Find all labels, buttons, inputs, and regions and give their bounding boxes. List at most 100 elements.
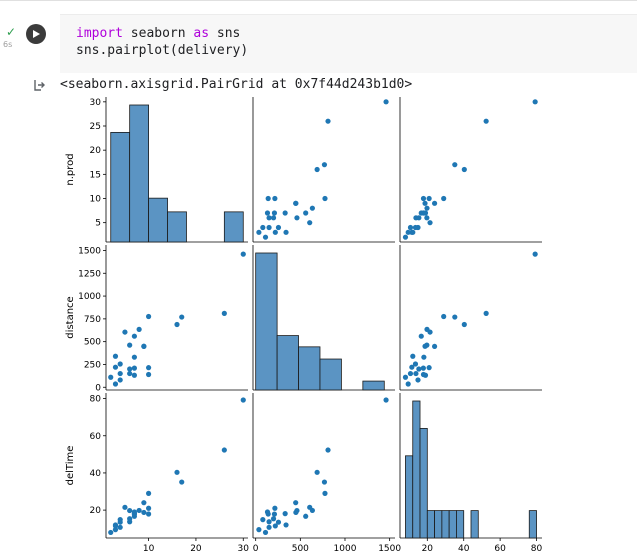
scatter-point xyxy=(412,361,419,367)
y-axis-label: n.prod xyxy=(65,153,76,185)
scatter-point xyxy=(294,215,300,221)
y-tick-label: 0 xyxy=(95,383,101,393)
scatter-point xyxy=(272,229,278,235)
y-tick-label: 10 xyxy=(90,195,102,205)
execution-time: 6s xyxy=(3,40,13,49)
scatter-point xyxy=(240,397,246,403)
scatter-point xyxy=(532,99,538,105)
scatter-point xyxy=(424,205,430,211)
x-tick-label: 10 xyxy=(143,544,155,554)
scatter-point xyxy=(108,374,114,380)
scatter-point xyxy=(127,370,133,377)
scatter-point xyxy=(141,343,147,349)
y-tick-label: 15 xyxy=(90,170,101,180)
scatter-point xyxy=(293,200,299,206)
scatter-point xyxy=(275,519,282,525)
scatter-point xyxy=(452,314,458,320)
scatter-point xyxy=(441,313,447,320)
scatter-point xyxy=(270,215,277,221)
histogram-bar xyxy=(456,510,465,539)
scatter-point xyxy=(321,162,328,168)
success-check-icon: ✓ xyxy=(6,25,17,39)
scatter-point xyxy=(483,310,489,316)
scatter-point xyxy=(325,447,331,453)
scatter-point xyxy=(240,251,246,257)
scatter-point xyxy=(303,513,309,519)
code-text: seaborn xyxy=(122,26,194,41)
keyword-import: import xyxy=(76,26,123,41)
histogram-bar xyxy=(319,358,342,391)
scatter-point xyxy=(266,524,272,530)
x-tick-label: 500 xyxy=(292,544,309,554)
scatter-point xyxy=(283,229,289,235)
top-divider xyxy=(0,0,637,1)
scatter-point xyxy=(260,224,266,231)
histogram-bar xyxy=(148,197,168,243)
scatter-point xyxy=(112,527,119,533)
scatter-point xyxy=(179,314,185,320)
scatter-point xyxy=(420,195,427,202)
scatter-point xyxy=(383,397,389,403)
scatter-point xyxy=(108,529,114,536)
scatter-point xyxy=(131,354,137,360)
y-tick-label: 5 xyxy=(95,219,101,229)
x-tick-label: 60 xyxy=(494,544,506,554)
scatter-point xyxy=(174,469,180,475)
y-tick-label: 60 xyxy=(90,432,102,442)
histogram-bar xyxy=(528,510,537,539)
histogram-bar xyxy=(110,131,131,243)
histogram-bar xyxy=(255,252,278,391)
scatter-point xyxy=(418,333,424,339)
scatter-point xyxy=(127,366,133,372)
x-tick-label: 20 xyxy=(422,544,434,554)
y-tick-label: 80 xyxy=(90,395,102,405)
run-cell-button[interactable] xyxy=(26,24,46,44)
scatter-point xyxy=(146,371,152,378)
scatter-point xyxy=(112,522,119,528)
scatter-point xyxy=(416,215,422,221)
scatter-point xyxy=(112,381,119,387)
x-tick-label: 30 xyxy=(238,544,250,554)
scatter-point xyxy=(407,224,414,231)
scatter-point xyxy=(424,215,430,221)
code-cell[interactable] xyxy=(60,14,637,73)
scatter-point xyxy=(117,377,123,383)
scatter-point xyxy=(283,522,289,528)
scatter-point xyxy=(307,220,313,226)
scatter-point xyxy=(405,381,411,387)
scatter-point xyxy=(383,99,389,105)
code-editor[interactable]: import seaborn as sns sns.pairplot(deliv… xyxy=(76,25,248,59)
cell-output-text: <seaborn.axisgrid.PairGrid at 0x7f44d243… xyxy=(60,77,413,92)
x-tick-label: 80 xyxy=(531,544,543,554)
scatter-point xyxy=(461,166,467,173)
scatter-point xyxy=(131,509,137,515)
scatter-point xyxy=(412,224,419,231)
scatter-point xyxy=(309,507,315,514)
scatter-point xyxy=(117,524,123,530)
scatter-point xyxy=(431,343,438,350)
scatter-point xyxy=(452,162,458,168)
scatter-point xyxy=(266,224,272,231)
scatter-point xyxy=(136,326,142,332)
scatter-point xyxy=(415,377,421,383)
x-tick-label: 1000 xyxy=(334,544,357,554)
output-redirect-icon[interactable] xyxy=(32,78,46,92)
scatter-point xyxy=(424,326,430,332)
scatter-point xyxy=(117,361,123,367)
scatter-point xyxy=(422,210,429,216)
scatter-point xyxy=(117,519,123,525)
scatter-point xyxy=(416,366,422,372)
scatter-point xyxy=(303,210,309,216)
scatter-point xyxy=(262,529,269,536)
scatter-point xyxy=(272,195,278,202)
scatter-point xyxy=(260,517,266,523)
scatter-point xyxy=(407,370,414,377)
scatter-point xyxy=(264,210,271,216)
scatter-point xyxy=(266,519,272,525)
y-tick-label: 20 xyxy=(90,506,102,516)
histogram-bar xyxy=(434,510,443,539)
histogram-bar xyxy=(470,510,479,539)
scatter-point xyxy=(266,215,272,221)
scatter-point xyxy=(402,234,409,240)
scatter-point xyxy=(112,353,119,359)
